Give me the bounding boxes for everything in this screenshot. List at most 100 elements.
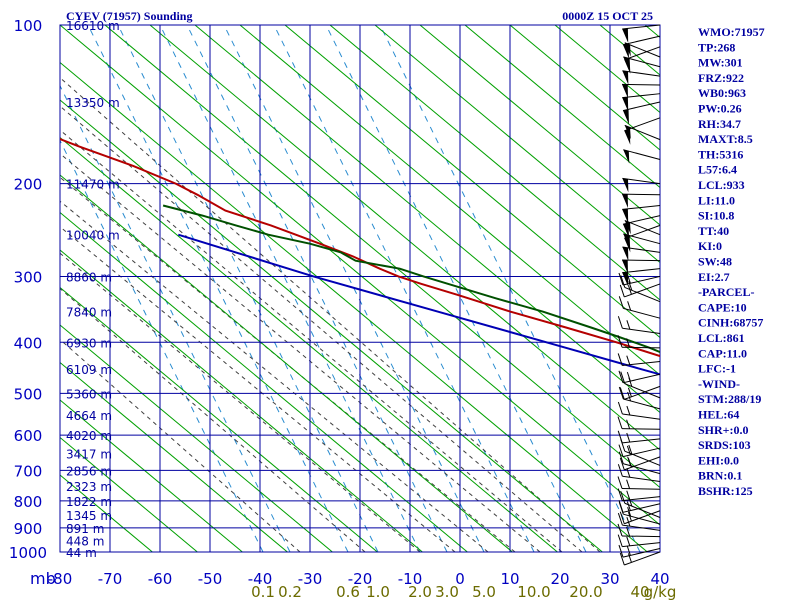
wind-barb-staff	[622, 542, 661, 548]
wind-barb-pennant	[622, 43, 629, 59]
wind-barb-feather	[627, 301, 632, 311]
wind-barb	[617, 476, 661, 490]
wind-barb-feather	[627, 507, 632, 517]
wind-barb-staff	[623, 398, 661, 410]
wind-barb-staff	[622, 496, 661, 502]
index-value: TT:40	[698, 224, 729, 238]
wind-barb-feather	[617, 476, 623, 489]
index-value: EI:2.7	[698, 270, 730, 284]
wind-barb	[619, 385, 661, 400]
wind-barb-feather	[618, 451, 624, 464]
wind-barb-pennant	[622, 272, 629, 287]
pressure-tick-label: 600	[14, 427, 43, 445]
wind-barb	[622, 93, 661, 112]
wind-barb	[622, 35, 661, 59]
wind-barb-feather	[618, 386, 624, 400]
height-label: 2856 m	[66, 464, 112, 478]
wind-barb-staff	[622, 503, 661, 513]
wind-barb-staff	[622, 447, 661, 458]
dewpoint-profile	[162, 204, 660, 354]
wind-barb-pennant	[622, 259, 629, 274]
wind-barb-staff	[622, 373, 661, 384]
wind-barb	[620, 275, 661, 303]
wind-barbs	[617, 24, 661, 566]
index-value: PW:0.26	[698, 102, 742, 116]
wind-barb	[617, 430, 661, 444]
temperature-tick-label: 10	[500, 570, 519, 588]
moist-adiabat-line	[60, 129, 563, 552]
wind-barb-feather	[627, 391, 632, 402]
wind-barb-staff	[621, 193, 661, 196]
height-label: 7840 m	[66, 306, 112, 320]
mixing-ratio-line	[60, 139, 264, 552]
wind-barb	[618, 500, 661, 513]
wind-barb-feather	[626, 501, 631, 511]
wind-barb-staff	[624, 283, 661, 298]
wind-barb-staff	[623, 307, 661, 319]
wind-barb-feather	[619, 387, 625, 400]
mixing-ratio-label: 3.0	[435, 583, 459, 600]
wind-barb-feather	[626, 468, 631, 478]
wind-barb-pennant	[622, 109, 629, 125]
wind-barb	[624, 46, 661, 74]
wind-barb	[618, 370, 661, 384]
wind-barb	[617, 534, 661, 548]
wind-barb-feather	[619, 284, 625, 298]
dry-adiabat-line	[509, 25, 660, 151]
wind-barb-pennant	[622, 70, 629, 85]
wind-barb	[618, 544, 661, 558]
wind-barb-feather	[619, 552, 625, 566]
parcel-profile	[178, 233, 660, 376]
wind-barb	[619, 283, 661, 298]
dry-adiabat-line	[60, 249, 424, 552]
mixing-ratio-label: 40	[630, 583, 649, 600]
mixing-ratio-label: 0.2	[278, 583, 302, 600]
wind-barb-pennant	[622, 178, 629, 193]
wind-barb-pennant	[623, 149, 630, 164]
height-label: 13350 m	[66, 96, 120, 110]
height-label: 4020 m	[66, 429, 112, 443]
pressure-tick-label: 200	[14, 176, 43, 194]
wind-barb-feather	[627, 387, 632, 397]
wind-barb	[617, 523, 661, 538]
mixing-ratio-line	[159, 25, 421, 552]
moist-adiabats	[60, 77, 601, 552]
wind-barb	[624, 224, 661, 253]
mixing-ratio-label: 1.0	[366, 583, 390, 600]
wind-barb-pennant	[622, 84, 629, 99]
height-labels: 16610 m 13350 m 11470 m 10040 m 8860 m 7840 m…	[66, 19, 120, 560]
wind-barb-feather	[618, 444, 624, 457]
pressure-tick-label: 1000	[9, 544, 47, 562]
wind-barb-pennant	[624, 57, 631, 74]
wind-barb-feather	[626, 320, 631, 330]
height-label: 1345 m	[66, 509, 112, 523]
wind-barb-feather	[620, 371, 626, 384]
wind-barb-staff	[622, 101, 661, 112]
wind-barb	[618, 296, 661, 319]
index-value: CINH:68757	[698, 316, 763, 330]
wind-barb-staff	[624, 42, 661, 58]
dry-adiabat-line	[104, 25, 660, 489]
wind-barb	[619, 456, 661, 471]
wind-barb-feather	[626, 546, 631, 556]
temperature-tick-label: -20	[348, 570, 373, 588]
pressure-tick-label: 900	[14, 520, 43, 538]
index-value: SI:10.8	[698, 209, 734, 223]
wind-barb-staff	[622, 475, 661, 483]
chart-title: CYEV (71957) Sounding	[66, 9, 192, 23]
wind-barb	[618, 444, 661, 458]
wind-barb-staff	[624, 551, 661, 566]
wind-barb	[622, 24, 661, 43]
height-label: 1822 m	[66, 495, 112, 509]
wind-barb-feather	[620, 275, 626, 288]
height-label: 10040 m	[66, 229, 120, 243]
wind-barb-feather	[617, 523, 623, 537]
wind-barb-feather	[627, 511, 632, 522]
wind-barb-feather	[617, 488, 623, 501]
wind-barb-staff	[622, 177, 661, 185]
wind-barb-feather	[617, 534, 623, 547]
wind-barb-feather	[626, 405, 631, 416]
wind-barb-staff	[622, 268, 661, 274]
mixing-ratio-label: 20.0	[569, 583, 602, 600]
wind-barb-feather	[626, 419, 631, 429]
